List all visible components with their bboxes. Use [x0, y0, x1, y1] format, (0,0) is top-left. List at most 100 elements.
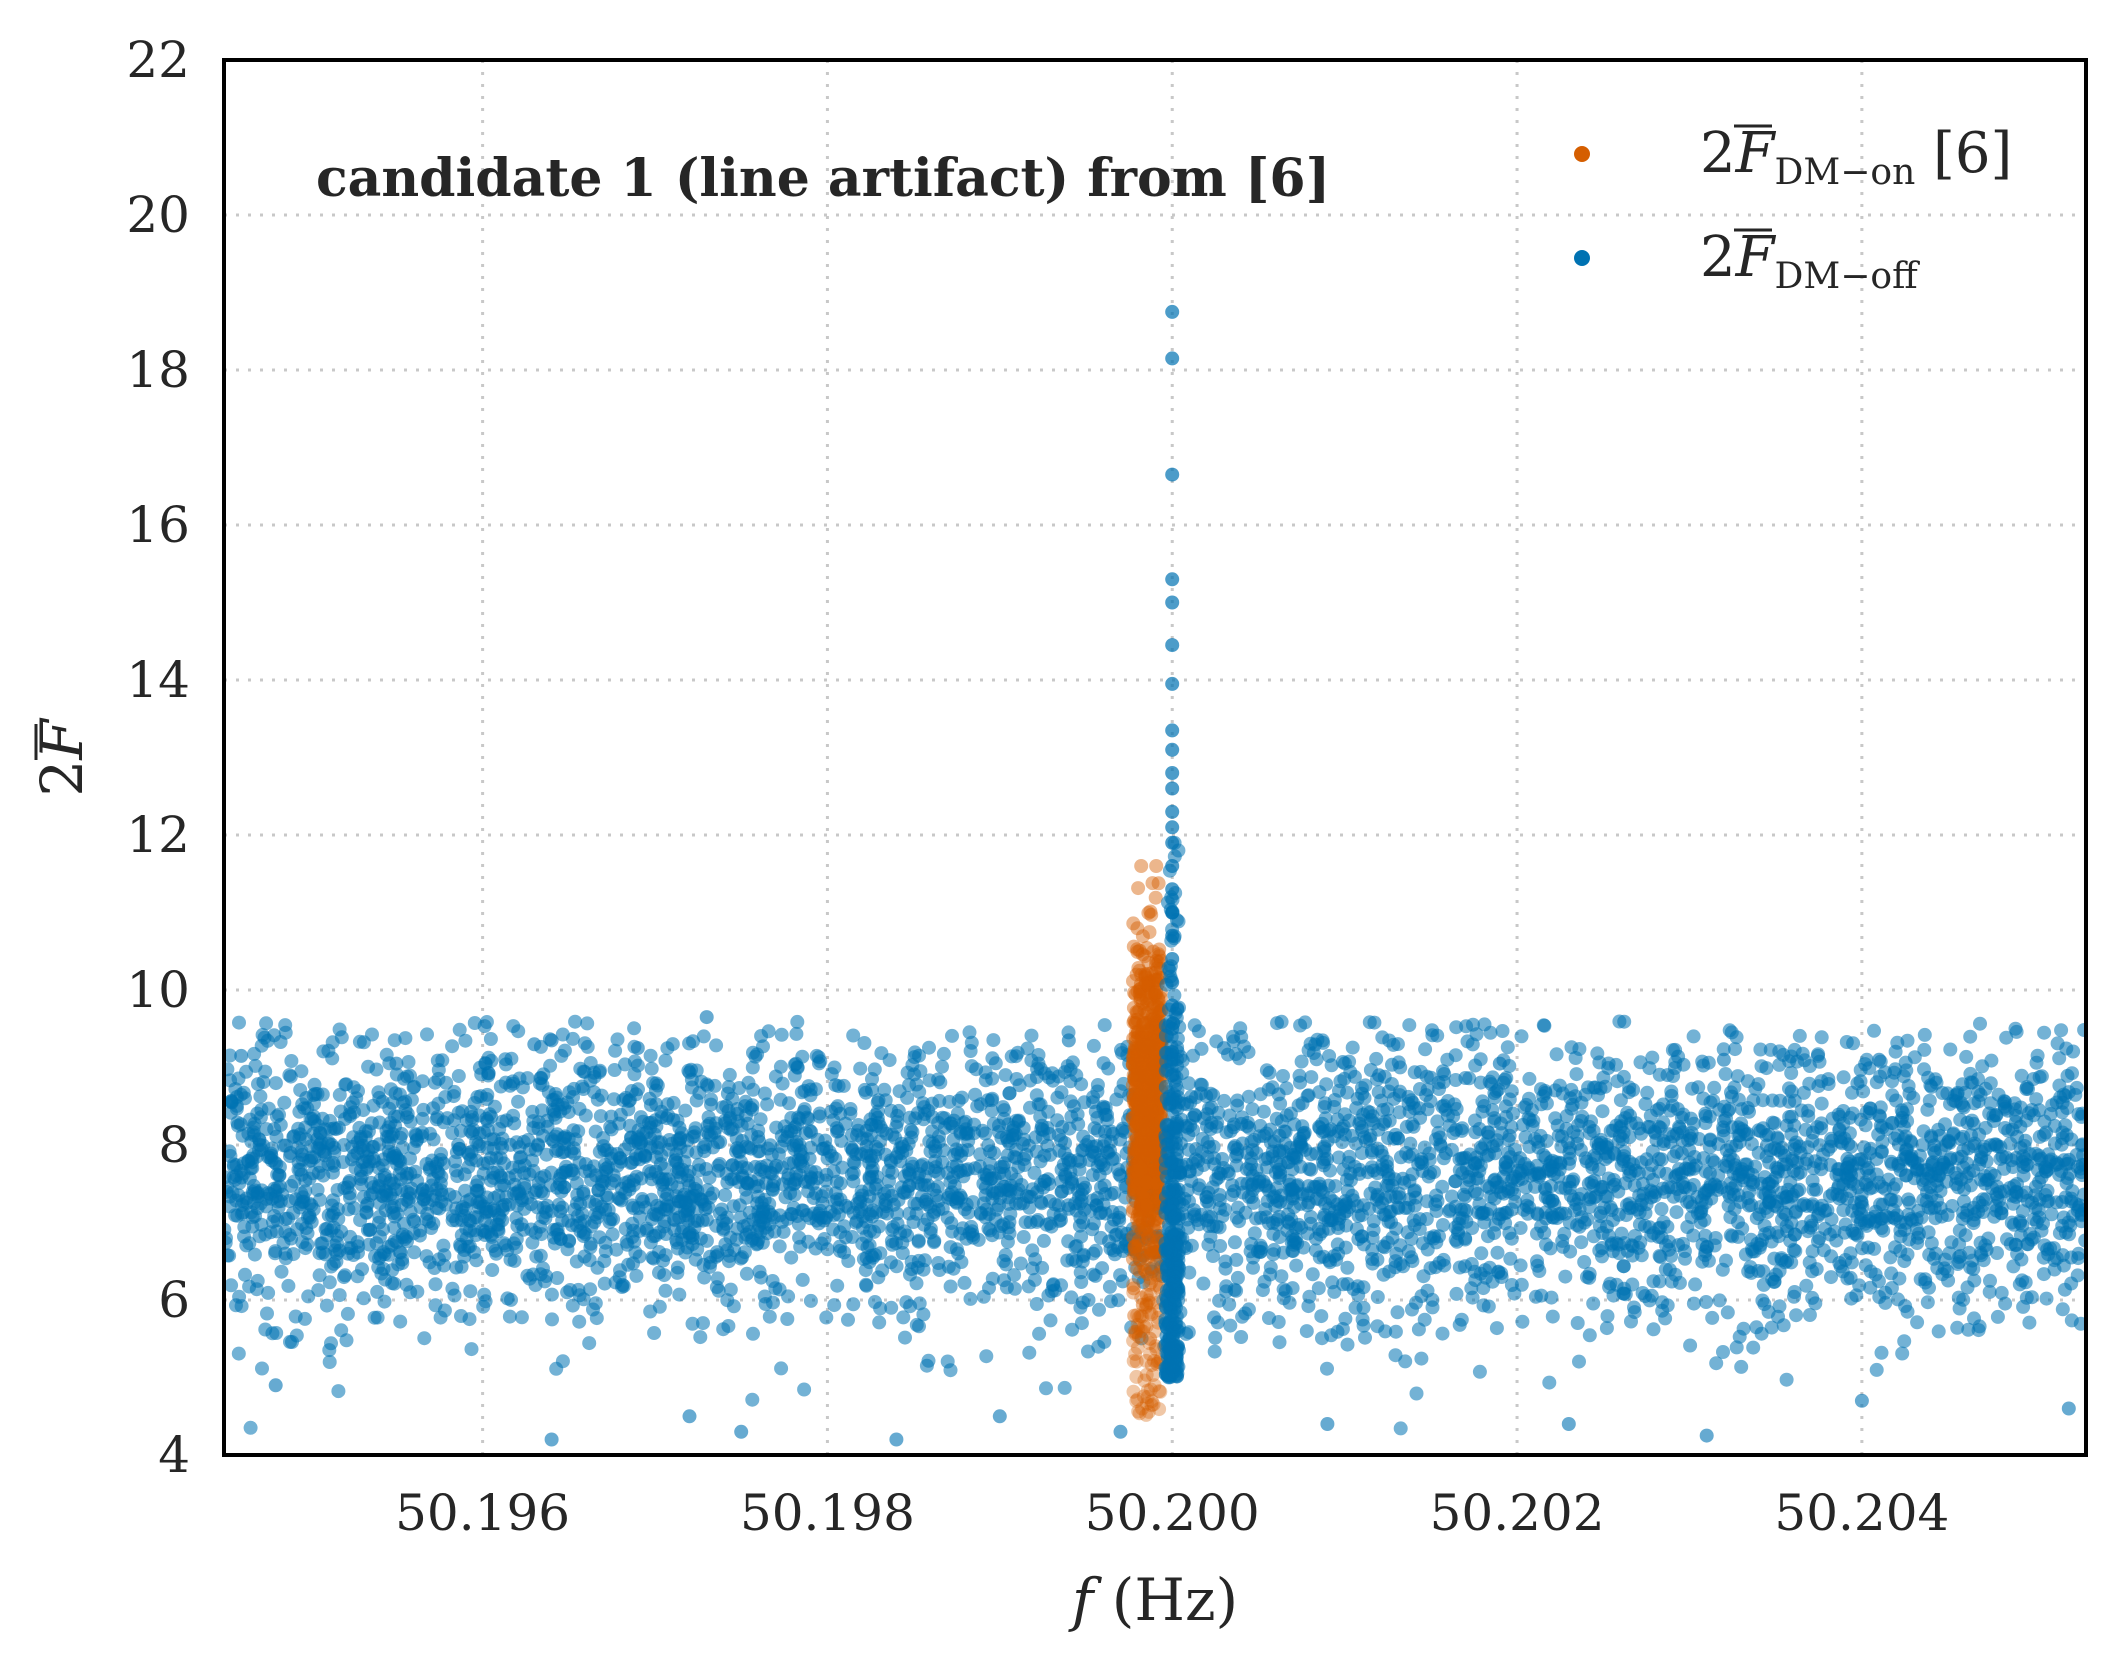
- dm-off-point: [370, 1284, 385, 1299]
- dm-off-point: [669, 1235, 684, 1250]
- dm-off-point: [1569, 1067, 1584, 1082]
- dm-off-point: [1677, 1244, 1692, 1259]
- dm-off-point: [1948, 1177, 1963, 1192]
- dm-off-point: [1916, 1193, 1931, 1207]
- dm-off-point: [761, 1024, 776, 1039]
- dm-off-point: [445, 1281, 460, 1296]
- dm-off-point: [1357, 1091, 1372, 1105]
- dm-off-point: [1054, 1278, 1069, 1293]
- dm-off-point: [1683, 1111, 1698, 1126]
- dm-off-point: [1878, 1285, 1893, 1300]
- dm-off-point: [1358, 1330, 1372, 1345]
- dm-off-point: [604, 1146, 619, 1161]
- dm-off-point: [943, 1279, 958, 1294]
- dm-off-point: [1443, 1202, 1458, 1217]
- dm-off-point: [890, 1115, 905, 1130]
- dm-off-point: [1255, 1283, 1270, 1298]
- dm-off-point: [1514, 1277, 1529, 1292]
- dm-off-point: [1243, 1162, 1258, 1177]
- dm-off-point: [462, 1147, 477, 1162]
- dm-off-point: [1417, 1312, 1432, 1327]
- dm-off-point: [658, 1283, 673, 1298]
- dm-off-point: [1574, 1114, 1589, 1128]
- dm-off-point: [778, 1190, 793, 1205]
- dm-off-point: [1474, 1246, 1489, 1261]
- dm-off-point: [1885, 1116, 1900, 1131]
- dm-off-point: [239, 1238, 254, 1253]
- dm-off-point: [553, 1168, 568, 1183]
- dm-off-point: [1316, 1155, 1330, 1170]
- dm-off-point: [1994, 1206, 2009, 1220]
- dm-off-point: [259, 1016, 274, 1031]
- dm-off-point: [274, 1264, 289, 1279]
- dm-off-point: [834, 1133, 849, 1148]
- dm-off-point: [846, 1297, 861, 1312]
- dm-off-point: [1057, 1065, 1072, 1080]
- dm-off-point: [537, 1274, 552, 1289]
- dm-off-point: [1241, 1302, 1256, 1317]
- dm-off-point: [927, 1164, 942, 1179]
- dm-off-point: [648, 1113, 663, 1128]
- dm-off-point: [1381, 1214, 1396, 1229]
- dm-off-point: [1915, 1138, 1930, 1152]
- dm-off-point: [841, 1254, 856, 1268]
- dm-off-point: [1452, 1317, 1467, 1332]
- dm-off-point: [949, 1242, 964, 1257]
- dm-off-point: [1888, 1211, 1902, 1226]
- dm-off-point: [1655, 1303, 1670, 1318]
- dm-off-point: [1867, 1241, 1882, 1256]
- dm-off-point: [369, 1062, 384, 1077]
- dm-off-point: [400, 1069, 415, 1084]
- dm-off-point: [1188, 1108, 1203, 1123]
- dm-off-point: [2052, 1226, 2067, 1241]
- dm-off-point: [1105, 1152, 1120, 1167]
- dm-off-point: [1545, 1153, 1560, 1168]
- dm-off-point: [1624, 1238, 1639, 1253]
- dm-off-point: [1386, 1037, 1401, 1052]
- dm-off-point: [1241, 1089, 1256, 1104]
- dm-off-point: [1489, 1321, 1504, 1336]
- dm-off-point: [957, 1275, 972, 1290]
- dm-off-point: [445, 1213, 460, 1228]
- dm-off-point: [1943, 1151, 1958, 1166]
- dm-off-point: [1927, 1200, 1942, 1215]
- dm-off-point: [746, 1326, 760, 1341]
- dm-off-point: [630, 1058, 645, 1073]
- dm-off-point: [1385, 1057, 1399, 1072]
- dm-off-point: [1356, 1318, 1371, 1333]
- dm-off-point: [739, 1266, 754, 1281]
- dm-off-point: [2054, 1023, 2069, 1038]
- dm-off-point: [1555, 1129, 1569, 1144]
- dm-off-point: [433, 1176, 448, 1191]
- dm-off-point: [1702, 1109, 1717, 1124]
- dm-off-point: [1987, 1137, 2002, 1152]
- dm-off-point: [372, 1251, 387, 1266]
- dm-off-point: [1013, 1256, 1028, 1271]
- dm-off-point: [555, 1145, 570, 1160]
- dm-off-point: [1805, 1290, 1820, 1305]
- dm-off-point: [1312, 1119, 1327, 1134]
- dm-off-point: [1867, 1023, 1881, 1038]
- dm-off-point: [1442, 1118, 1457, 1133]
- dm-off-point: [832, 1239, 847, 1254]
- dm-off-point: [1660, 1068, 1675, 1083]
- dm-off-point: [480, 1156, 495, 1171]
- dm-off-point: [1514, 1029, 1529, 1044]
- dm-off-point: [1009, 1049, 1023, 1064]
- dm-off-point: [682, 1036, 697, 1051]
- dm-off-point: [1558, 1206, 1573, 1221]
- dm-off-point: [529, 1249, 544, 1264]
- dm-off-point: [1000, 1148, 1015, 1163]
- dm-off-point: [1054, 1133, 1069, 1148]
- dm-off-point: [932, 1093, 947, 1108]
- dm-off-point: [976, 1289, 991, 1304]
- dm-off-point: [550, 1271, 565, 1285]
- dm-off-point: [1115, 1121, 1130, 1136]
- dm-off-point: [984, 1103, 999, 1118]
- dm-off-point: [981, 1138, 996, 1153]
- dm-off-point: [1092, 1206, 1107, 1221]
- dm-off-point: [803, 1082, 818, 1097]
- dm-off-point: [415, 1074, 430, 1089]
- dm-off-point: [1802, 1059, 1817, 1073]
- dm-off-point: [1419, 1212, 1434, 1226]
